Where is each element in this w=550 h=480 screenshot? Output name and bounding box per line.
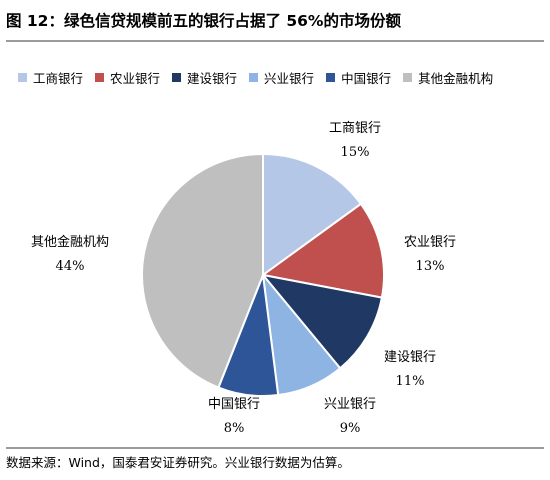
slice-category-label: 工商银行 xyxy=(329,121,381,136)
slice-value-label: 8% xyxy=(224,421,245,436)
legend-swatch xyxy=(18,72,27,82)
legend-item: 中国银行 xyxy=(326,68,391,87)
slice-category-label: 农业银行 xyxy=(404,235,456,250)
legend-label: 兴业银行 xyxy=(264,70,315,86)
legend-swatch xyxy=(95,72,105,82)
pie-slice xyxy=(260,273,384,370)
legend-item: 其他金融机构 xyxy=(403,68,493,87)
chart-legend: 工商银行 农业银行 建设银行 兴业银行 中国银行 其他金融机构 xyxy=(18,66,544,88)
legend-label: 农业银行 xyxy=(110,70,161,86)
source-note: 数据来源：Wind，国泰君安证券研究。兴业银行数据为估算。 xyxy=(6,455,350,470)
slice-value-label: 9% xyxy=(340,421,361,436)
legend-swatch xyxy=(249,72,259,82)
slice-category-label: 其他金融机构 xyxy=(31,234,109,250)
legend-item: 建设银行 xyxy=(172,68,237,87)
slice-category-label: 兴业银行 xyxy=(324,397,376,412)
legend-swatch xyxy=(326,72,336,82)
chart-title: 图 12：绿色信贷规模前五的银行占据了 56%的市场份额 xyxy=(6,12,401,30)
slice-value-label: 15% xyxy=(341,145,370,160)
legend-label: 建设银行 xyxy=(187,70,238,86)
legend-swatch xyxy=(403,72,413,82)
slice-value-label: 11% xyxy=(396,374,425,389)
footer-divider xyxy=(6,447,544,449)
pie-chart: 工商银行 15% 农业银行 13% 建设银行 11% 兴业银行 9% 中国银行 8% 其他金融机构 4… xyxy=(31,121,456,436)
legend-item: 工商银行 xyxy=(18,68,83,87)
slice-value-label: 44% xyxy=(56,259,85,274)
slice-category-label: 建设银行 xyxy=(384,350,436,365)
slice-category-label: 中国银行 xyxy=(208,397,260,412)
legend-label: 中国银行 xyxy=(341,70,392,86)
legend-item: 兴业银行 xyxy=(249,68,314,87)
pie-slice xyxy=(260,202,385,299)
legend-label: 其他金融机构 xyxy=(418,70,494,86)
pie-slice xyxy=(141,152,264,389)
legend-label: 工商银行 xyxy=(33,70,84,86)
legend-swatch xyxy=(172,72,182,82)
slice-value-label: 13% xyxy=(416,259,445,274)
pie-slice xyxy=(262,152,363,277)
legend-item: 农业银行 xyxy=(95,68,160,87)
title-divider xyxy=(6,40,544,42)
